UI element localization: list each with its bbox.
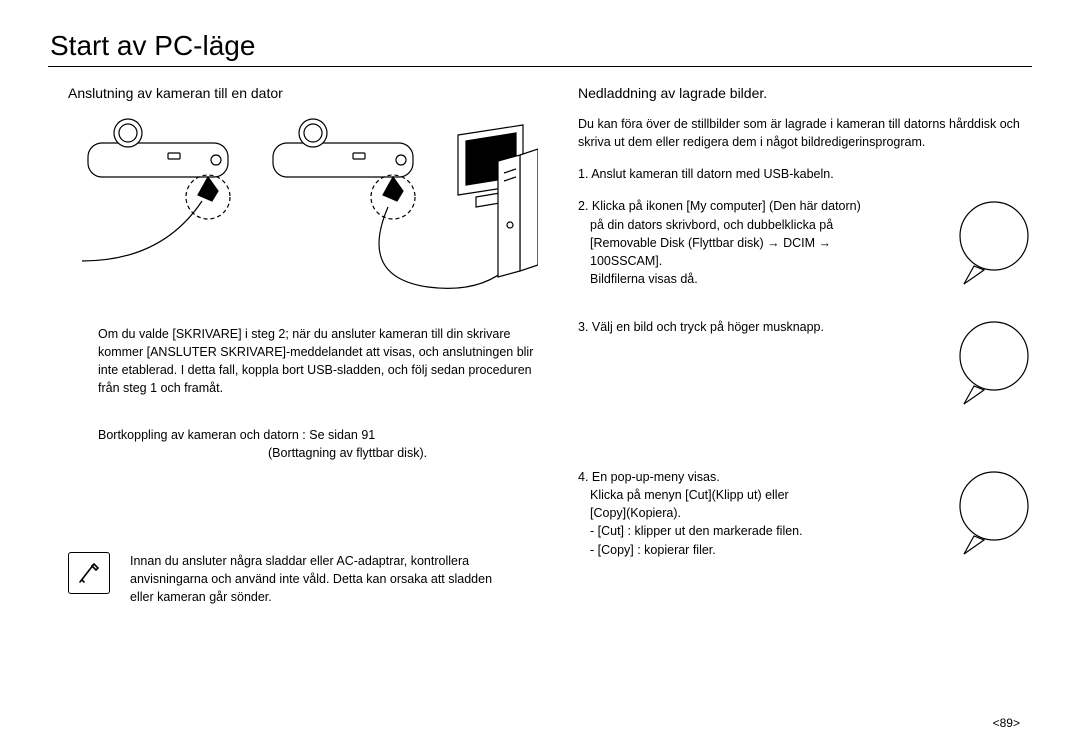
left-column: Anslutning av kameran till en dator xyxy=(48,85,538,606)
connection-illustration xyxy=(68,115,538,305)
step-4-line-3: [Copy](Kopiera). xyxy=(590,504,936,522)
step-3: 3. Välj en bild och tryck på höger muskn… xyxy=(578,318,936,336)
step-3-bubble xyxy=(954,318,1032,408)
step-4-line-1: 4. En pop-up-meny visas. xyxy=(578,468,936,486)
right-column: Nedladdning av lagrade bilder. Du kan fö… xyxy=(578,85,1032,606)
step-4-line-5: - [Copy] : kopierar filer. xyxy=(590,541,936,559)
title-rule xyxy=(48,66,1032,67)
left-subhead: Anslutning av kameran till en dator xyxy=(68,85,538,101)
page-number: <89> xyxy=(993,716,1020,730)
left-para-2b: (Borttagning av flyttbar disk). xyxy=(268,444,538,462)
step-3-block: 3. Välj en bild och tryck på höger muskn… xyxy=(578,318,1032,408)
right-intro: Du kan föra över de stillbilder som är l… xyxy=(578,115,1032,151)
right-subhead: Nedladdning av lagrade bilder. xyxy=(578,85,1032,101)
step-2-block: 2. Klicka på ikonen [My computer] (Den h… xyxy=(578,197,1032,288)
left-para-1: Om du valde [SKRIVARE] i steg 2; när du … xyxy=(98,325,538,398)
step-2-line-5: Bildfilerna visas då. xyxy=(590,270,936,288)
step-2-bubble xyxy=(954,197,1032,288)
step-1: 1. Anslut kameran till datorn med USB-ka… xyxy=(578,165,1032,183)
step-4-block: 4. En pop-up-meny visas. Klicka på menyn… xyxy=(578,468,1032,559)
step-2-line-4: 100SSCAM]. xyxy=(590,252,936,270)
step-4-line-4: - [Cut] : klipper ut den markerade filen… xyxy=(590,522,936,540)
left-para-2a: Bortkoppling av kameran och datorn : Se … xyxy=(98,426,538,444)
note-icon xyxy=(68,552,110,594)
note-text: Innan du ansluter några sladdar eller AC… xyxy=(130,552,510,606)
note-box: Innan du ansluter några sladdar eller AC… xyxy=(68,552,538,606)
step-2-line-1: 2. Klicka på ikonen [My computer] (Den h… xyxy=(578,197,936,215)
step-2-line-3: [Removable Disk (Flyttbar disk) → DCIM → xyxy=(590,234,936,252)
step-2-line-2: på din dators skrivbord, och dubbelklick… xyxy=(590,216,936,234)
page-title: Start av PC-läge xyxy=(50,30,1032,62)
two-column-layout: Anslutning av kameran till en dator xyxy=(48,85,1032,606)
step-4-bubble xyxy=(954,468,1032,559)
step-4-line-2: Klicka på menyn [Cut](Klipp ut) eller xyxy=(590,486,936,504)
